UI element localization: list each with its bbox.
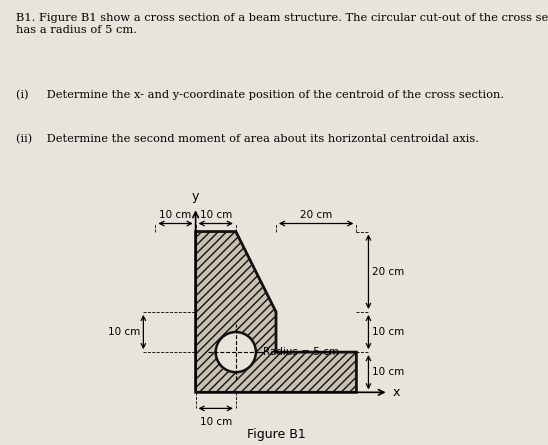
- Text: 10 cm: 10 cm: [108, 327, 140, 337]
- Text: B1. Figure B1 show a cross section of a beam structure. The circular cut-out of : B1. Figure B1 show a cross section of a …: [16, 13, 548, 35]
- Text: Radius = 5 cm: Radius = 5 cm: [263, 347, 339, 357]
- Text: 20 cm: 20 cm: [372, 267, 404, 277]
- Text: (ii)    Determine the second moment of area about its horizontal centroidal axis: (ii) Determine the second moment of area…: [16, 134, 480, 144]
- Text: 10 cm: 10 cm: [159, 210, 192, 220]
- Text: 10 cm: 10 cm: [199, 417, 232, 427]
- Text: 10 cm: 10 cm: [372, 367, 404, 377]
- Text: x: x: [392, 386, 400, 399]
- Text: (i)     Determine the x- and y-coordinate position of the centroid of the cross : (i) Determine the x- and y-coordinate po…: [16, 89, 505, 100]
- Text: 10 cm: 10 cm: [199, 210, 232, 220]
- Text: y: y: [192, 190, 199, 203]
- Text: 10 cm: 10 cm: [372, 327, 404, 337]
- Text: 20 cm: 20 cm: [300, 210, 332, 220]
- Polygon shape: [196, 231, 356, 392]
- Text: Figure B1: Figure B1: [247, 429, 305, 441]
- Circle shape: [216, 332, 256, 372]
